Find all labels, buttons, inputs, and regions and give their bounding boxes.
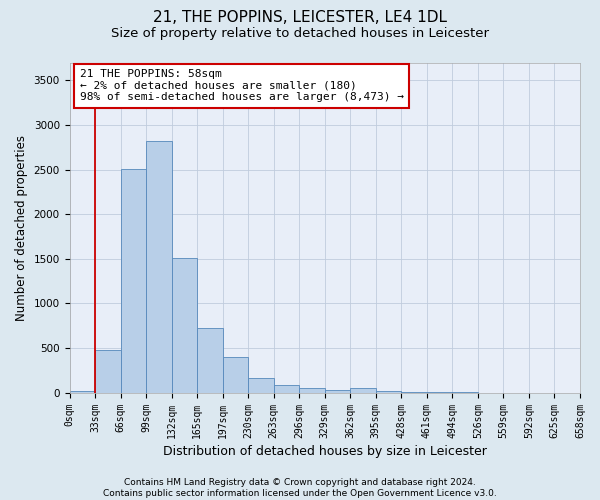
- Bar: [70, 391, 95, 392]
- Bar: [248, 378, 274, 392]
- Bar: [146, 141, 172, 393]
- X-axis label: Distribution of detached houses by size in Leicester: Distribution of detached houses by size …: [163, 444, 487, 458]
- Bar: [197, 328, 223, 392]
- Bar: [274, 384, 299, 392]
- Bar: [325, 390, 350, 392]
- Bar: [95, 350, 121, 393]
- Bar: [299, 388, 325, 392]
- Text: Contains HM Land Registry data © Crown copyright and database right 2024.
Contai: Contains HM Land Registry data © Crown c…: [103, 478, 497, 498]
- Bar: [121, 168, 146, 392]
- Y-axis label: Number of detached properties: Number of detached properties: [15, 134, 28, 320]
- Text: 21 THE POPPINS: 58sqm
← 2% of detached houses are smaller (180)
98% of semi-deta: 21 THE POPPINS: 58sqm ← 2% of detached h…: [80, 69, 404, 102]
- Text: Size of property relative to detached houses in Leicester: Size of property relative to detached ho…: [111, 28, 489, 40]
- Bar: [350, 388, 376, 392]
- Bar: [376, 391, 401, 392]
- Bar: [172, 258, 197, 392]
- Text: 21, THE POPPINS, LEICESTER, LE4 1DL: 21, THE POPPINS, LEICESTER, LE4 1DL: [153, 10, 447, 25]
- Bar: [223, 357, 248, 392]
